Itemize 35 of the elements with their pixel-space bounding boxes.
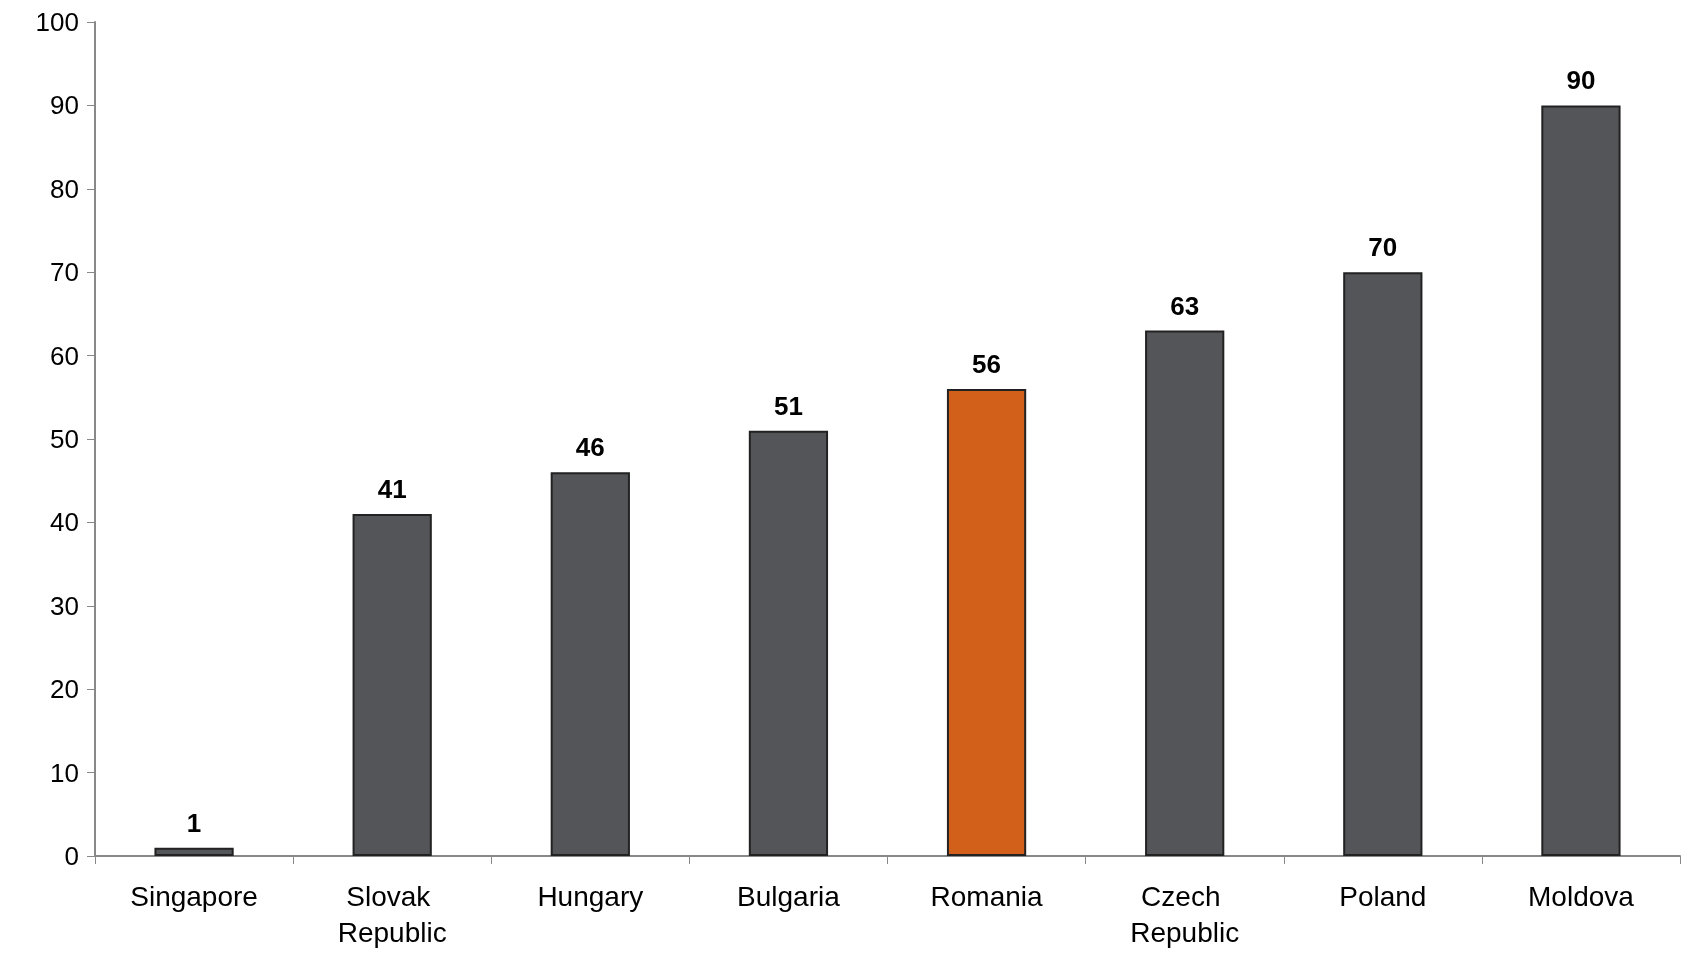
data-label: 90 — [1566, 65, 1596, 96]
bar — [550, 472, 630, 856]
x-tick-label: Moldova — [1528, 880, 1635, 912]
x-tick-label: Hungary — [537, 880, 644, 912]
y-tick-label: 40 — [50, 507, 79, 538]
data-label: 46 — [575, 432, 605, 463]
y-tick-label: 20 — [50, 674, 79, 705]
y-tick-label: 0 — [64, 841, 79, 871]
data-label: 51 — [773, 390, 803, 421]
bar — [946, 388, 1027, 856]
y-tick-label: 30 — [50, 590, 79, 621]
y-tick-label: 90 — [50, 90, 79, 121]
y-tick-label: 70 — [50, 257, 79, 288]
bar — [352, 514, 432, 856]
data-label: 1 — [186, 807, 202, 838]
x-tick-label: Bulgaria — [737, 880, 841, 912]
data-label: 56 — [972, 348, 1002, 379]
x-tick-label: Singapore — [130, 880, 258, 912]
data-label: 63 — [1170, 290, 1200, 321]
y-tick-label: 100 — [35, 7, 79, 37]
data-label: 70 — [1368, 232, 1398, 263]
bar — [1541, 105, 1621, 856]
x-tick-label: Poland — [1339, 880, 1427, 912]
x-tick-label: Romania — [930, 880, 1044, 912]
x-tick-label: Czech Republic — [1130, 880, 1240, 948]
y-tick-label: 60 — [50, 340, 79, 371]
data-label: 41 — [377, 474, 407, 505]
y-tick-label: 80 — [50, 173, 79, 204]
x-tick-label: Slovak Republic — [337, 880, 447, 948]
bar — [1343, 272, 1423, 856]
y-tick-label: 50 — [50, 424, 79, 454]
y-tick-label: 10 — [50, 757, 79, 788]
bar — [154, 847, 234, 856]
bar — [748, 430, 829, 856]
bar — [1145, 330, 1225, 856]
